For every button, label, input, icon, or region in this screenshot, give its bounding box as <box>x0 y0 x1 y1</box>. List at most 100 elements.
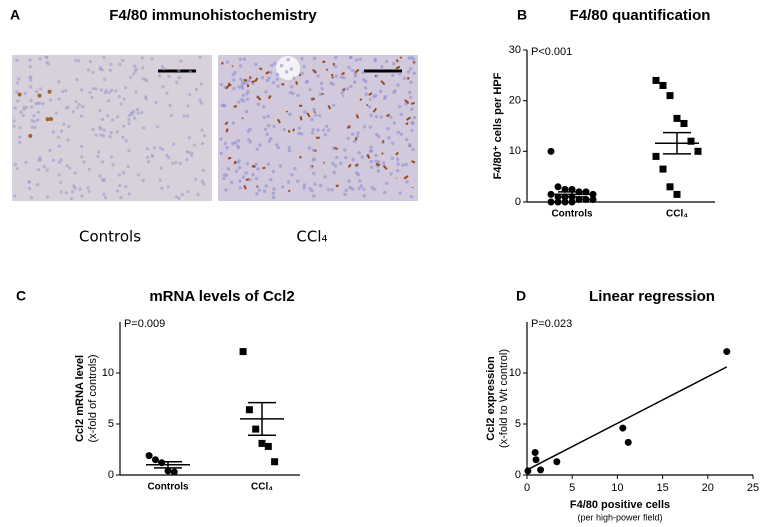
nucleus <box>45 168 49 172</box>
nucleus <box>34 101 38 106</box>
nucleus <box>198 98 202 102</box>
caption: CCl₄ <box>296 228 327 246</box>
nucleus <box>57 97 61 101</box>
nucleus <box>237 165 242 170</box>
nucleus <box>271 191 275 196</box>
nucleus <box>77 103 81 107</box>
nucleus <box>28 186 32 191</box>
nucleus <box>300 71 304 76</box>
nucleus <box>121 58 125 63</box>
nucleus <box>275 72 280 77</box>
stained-cell <box>227 156 232 160</box>
nucleus <box>187 136 191 140</box>
nucleus <box>86 186 90 190</box>
nucleus <box>201 168 205 173</box>
nucleus <box>29 196 34 200</box>
data-point <box>537 466 545 474</box>
nucleus <box>158 178 162 182</box>
stained-cell <box>243 184 247 190</box>
nucleus <box>267 139 272 143</box>
nucleus <box>286 180 291 184</box>
nucleus <box>155 125 160 129</box>
nucleus <box>260 75 265 80</box>
stained-cell <box>221 61 224 65</box>
nucleus <box>110 88 114 92</box>
nucleus <box>256 167 260 171</box>
data-point <box>659 81 667 89</box>
nucleus <box>262 115 266 120</box>
nucleus <box>331 162 335 166</box>
y-axis-label: F4/80⁺ cells per HPF <box>492 72 504 179</box>
panel-label: B <box>517 7 527 23</box>
data-point <box>568 185 576 193</box>
stained-cell <box>404 99 410 105</box>
nucleus <box>145 147 150 151</box>
nucleus <box>131 109 136 114</box>
stained-cell <box>299 116 303 121</box>
nucleus <box>241 93 245 98</box>
nucleus <box>75 78 79 82</box>
data-point <box>547 198 555 206</box>
nucleus <box>129 75 133 79</box>
panel-label: A <box>10 7 20 23</box>
stained-cell <box>327 104 332 110</box>
nucleus <box>22 105 26 109</box>
nucleus <box>279 63 284 68</box>
nucleus <box>288 112 292 117</box>
data-point <box>723 348 731 356</box>
nucleus <box>343 148 347 152</box>
nucleus <box>39 87 43 91</box>
y-tick-label: 0 <box>515 196 521 208</box>
nucleus <box>321 128 326 132</box>
nucleus <box>59 129 64 133</box>
nucleus <box>57 173 61 177</box>
nucleus <box>245 162 250 166</box>
nucleus <box>276 84 280 88</box>
nucleus <box>292 76 296 80</box>
nucleus <box>29 78 33 82</box>
nucleus <box>343 192 347 197</box>
y-tick-label: 10 <box>102 367 114 379</box>
stained-cell <box>341 71 345 76</box>
nucleus <box>320 87 324 91</box>
nucleus <box>102 192 106 196</box>
data-point <box>145 452 153 460</box>
data-point <box>547 147 555 155</box>
nucleus <box>374 159 378 164</box>
nucleus <box>127 122 131 126</box>
nucleus <box>269 136 273 141</box>
nucleus <box>74 100 78 104</box>
nucleus <box>392 61 396 66</box>
nucleus <box>376 160 381 164</box>
nucleus <box>266 162 271 166</box>
nucleus <box>178 162 182 166</box>
nucleus <box>234 169 239 173</box>
nucleus <box>80 144 84 149</box>
nucleus <box>275 143 279 147</box>
stained-cell <box>233 104 238 109</box>
nucleus <box>102 55 106 60</box>
nucleus <box>256 102 261 106</box>
nucleus <box>37 101 42 105</box>
data-point <box>239 348 247 356</box>
stained-cell <box>403 175 409 180</box>
nucleus <box>303 110 307 114</box>
nucleus <box>296 179 300 183</box>
nucleus <box>121 171 126 175</box>
x-tick-label: 25 <box>747 482 759 494</box>
data-point <box>252 425 260 433</box>
nucleus <box>59 180 63 185</box>
nucleus <box>90 95 94 99</box>
nucleus <box>302 186 306 190</box>
nucleus <box>29 98 33 102</box>
nucleus <box>352 80 357 84</box>
nucleus <box>410 128 414 133</box>
nucleus <box>231 121 236 125</box>
nucleus <box>167 155 171 160</box>
nucleus <box>264 90 268 94</box>
nucleus <box>239 77 243 82</box>
nucleus <box>398 191 402 195</box>
data-point <box>164 467 172 475</box>
nucleus <box>311 171 316 176</box>
nucleus <box>226 167 231 171</box>
